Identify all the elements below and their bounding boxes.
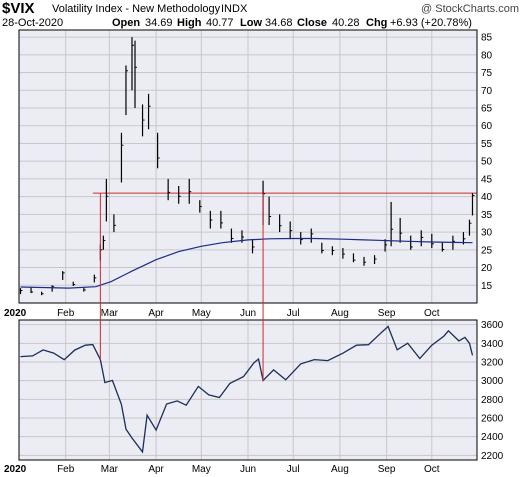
price-y-tick-label: 60 (481, 121, 493, 132)
line-y-tick-label: 3200 (481, 358, 504, 369)
price-y-tick-label: 80 (481, 50, 493, 61)
price-y-tick-label: 40 (481, 192, 493, 203)
price-y-tick-label: 35 (481, 210, 493, 221)
line-x-tick-label: Aug (331, 464, 349, 475)
price-x-tick-label: Feb (57, 308, 75, 319)
line-y-tick-label: 3600 (481, 320, 504, 331)
line-x-tick-label: May (192, 464, 211, 475)
line-y-tick-label: 3400 (481, 339, 504, 350)
line-panel-frame (18, 319, 478, 461)
price-y-tick-label: 20 (481, 263, 493, 274)
price-x-tick-label: Jun (240, 308, 256, 319)
line-y-tick-label: 2600 (481, 414, 504, 425)
line-x-tick-label: Apr (148, 464, 164, 475)
line-x-tick-label: Feb (57, 464, 75, 475)
price-y-tick-label: 55 (481, 139, 493, 150)
price-y-tick-label: 85 (481, 33, 493, 44)
chg-value: +6.93 (+20.78%) (390, 17, 472, 29)
line-x-tick-label: Oct (424, 464, 440, 475)
date-label: 28-Oct-2020 (2, 17, 64, 29)
line-x-tick-label: Sep (378, 464, 396, 475)
high-value: 40.77 (206, 17, 234, 29)
chg-label: Chg (366, 17, 388, 29)
price-x-tick-label: Oct (424, 308, 440, 319)
price-x-tick-label: May (192, 308, 211, 319)
low-value: 34.68 (265, 17, 293, 29)
high-label: High (177, 17, 202, 29)
price-y-tick-label: 75 (481, 68, 493, 79)
line-y-tick-label: 2400 (481, 432, 504, 443)
line-y-tick-label: 3000 (481, 376, 504, 387)
moving-average-line (20, 237, 473, 289)
line-x-tick-label: Mar (101, 464, 119, 475)
symbol-label: $VIX (2, 0, 35, 17)
price-x-tick-label: 2020 (4, 308, 27, 319)
price-y-tick-label: 50 (481, 157, 493, 168)
price-x-tick-label: Jul (287, 308, 300, 319)
line-x-tick-label: Jul (287, 464, 300, 475)
close-label: Close (297, 17, 327, 29)
price-y-tick-label: 45 (481, 174, 493, 185)
price-panel-frame (18, 29, 478, 304)
watermark: @ StockCharts.com (421, 3, 519, 15)
close-value: 40.28 (332, 17, 360, 29)
price-x-tick-label: Mar (101, 308, 119, 319)
price-x-tick-label: Sep (378, 308, 396, 319)
price-x-tick-label: Aug (331, 308, 349, 319)
line-x-tick-label: 2020 (4, 464, 27, 475)
price-y-tick-label: 15 (481, 281, 493, 292)
exchange-label: INDX (221, 3, 248, 15)
index-line-series (20, 325, 474, 454)
low-label: Low (240, 17, 262, 29)
line-y-tick-label: 2800 (481, 395, 504, 406)
price-x-tick-label: Apr (148, 308, 164, 319)
open-value: 34.69 (145, 17, 173, 29)
index-name: Volatility Index - New Methodology (52, 3, 221, 15)
price-y-tick-label: 25 (481, 245, 493, 256)
price-y-tick-label: 65 (481, 104, 493, 115)
price-y-tick-label: 30 (481, 228, 493, 239)
price-y-tick-label: 70 (481, 86, 493, 97)
line-x-tick-label: Jun (240, 464, 256, 475)
line-y-tick-label: 2200 (481, 451, 504, 462)
open-label: Open (112, 17, 141, 29)
